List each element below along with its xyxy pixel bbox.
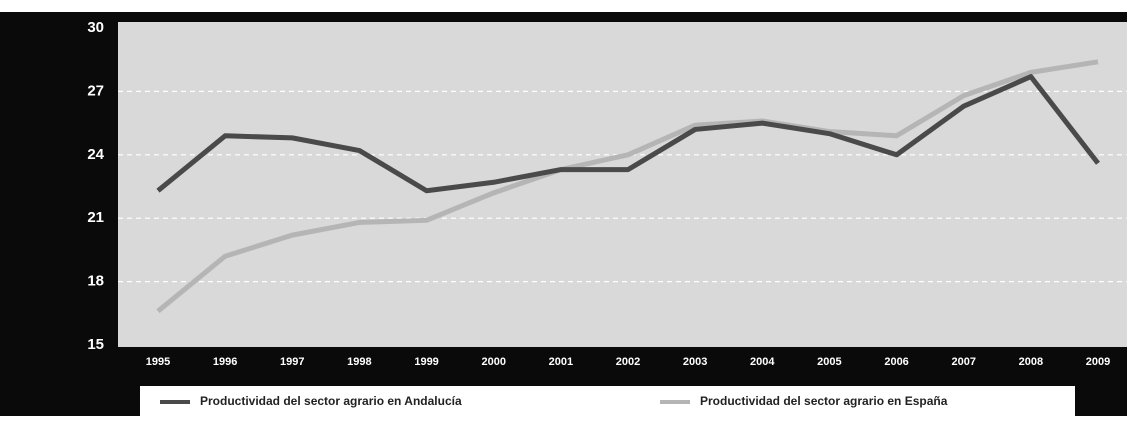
x-tick-label: 1998 xyxy=(347,356,371,368)
legend-label: Productividad del sector agrario en Espa… xyxy=(700,394,948,408)
legend-label: Productividad del sector agrario en Anda… xyxy=(200,394,462,408)
x-tick-label: 1997 xyxy=(280,356,304,368)
y-tick-label: 24 xyxy=(87,146,104,163)
x-tick-label: 2001 xyxy=(549,356,573,368)
y-tick-label: 21 xyxy=(87,209,104,226)
x-tick-label: 2003 xyxy=(683,356,707,368)
x-tick-label: 2000 xyxy=(481,356,505,368)
x-tick-label: 2008 xyxy=(1019,356,1043,368)
x-tick-label: 1999 xyxy=(414,356,438,368)
line-series xyxy=(156,59,1099,314)
y-tick-label: 18 xyxy=(87,273,104,290)
x-tick-label: 2006 xyxy=(884,356,908,368)
line-series xyxy=(156,74,1100,194)
y-tick-label: 30 xyxy=(87,19,104,36)
x-tick-label: 2004 xyxy=(750,356,775,368)
x-tick-label: 1995 xyxy=(146,356,170,368)
legend xyxy=(140,386,1075,416)
y-tick-label: 27 xyxy=(87,82,104,99)
x-tick-label: 2005 xyxy=(817,356,841,368)
x-tick-label: 1996 xyxy=(213,356,237,368)
x-tick-label: 2007 xyxy=(951,356,975,368)
y-tick-label: 15 xyxy=(87,336,104,353)
x-tick-label: 2009 xyxy=(1086,356,1110,368)
x-tick-label: 2002 xyxy=(616,356,640,368)
plot-area xyxy=(118,22,1127,347)
